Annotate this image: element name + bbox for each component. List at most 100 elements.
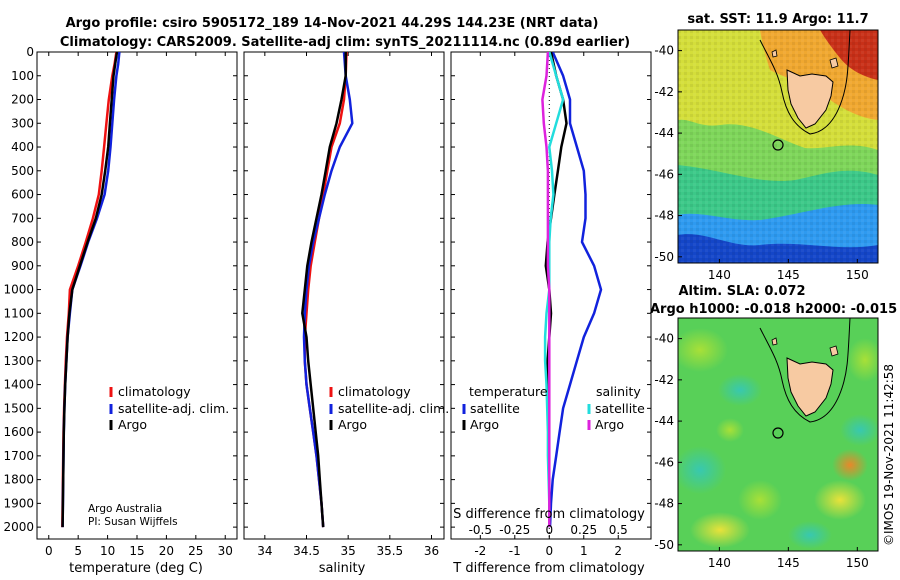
series-line-climatology <box>303 52 348 528</box>
sst-map: sat. SST: 11.9 Argo: 11.7 140 145 150 -40 -4… <box>654 12 879 282</box>
x-tick-label: 34 <box>257 544 272 558</box>
s-diff-tick-label: 0 <box>545 523 553 537</box>
sla-blob <box>678 328 728 372</box>
x-tick-label: 0 <box>545 544 553 558</box>
sst-map-frame <box>677 29 879 264</box>
x-tick-label: 5 <box>74 544 82 558</box>
contour-1000m <box>759 30 851 135</box>
legend-t-argo-label: Argo <box>470 417 499 432</box>
sla-blob <box>847 338 878 382</box>
map-lat-tick-label: -48 <box>654 497 674 511</box>
depth-tick-label: 1600 <box>3 425 34 439</box>
map-lon-tick-label: 145 <box>777 268 800 282</box>
s-difference-label: S difference from climatology <box>453 507 645 522</box>
map-lat-tick-label: -40 <box>654 332 674 346</box>
sla-blob <box>840 414 878 446</box>
sla-map-frame <box>677 317 879 552</box>
legend-argo-label: Argo <box>338 417 367 432</box>
legend-climatology-label: climatology <box>338 384 411 399</box>
temperature-axes-box <box>36 51 238 540</box>
s-diff-tick-label: 0.5 <box>609 523 628 537</box>
depth-tick-label: 1800 <box>3 473 34 487</box>
series-line-argo <box>301 52 347 528</box>
map-lat-tick-label: -44 <box>654 126 674 140</box>
x-tick-label: 30 <box>218 544 233 558</box>
difference-panel: -2 -1 0 1 2 temperature satellite Argo salin… <box>450 51 652 576</box>
depth-tick-label: 2000 <box>3 520 34 534</box>
map-lat-tick-label: -50 <box>654 250 674 264</box>
series-line-salinity-satellite <box>543 52 565 528</box>
depth-tick-label: 900 <box>11 259 34 273</box>
sla-map-title-line2: Argo h1000: -0.018 h2000: -0.015 <box>650 302 897 317</box>
x-tick-label: 10 <box>100 544 115 558</box>
map-lon-tick-label: 140 <box>708 556 731 570</box>
legend-salinity-title: salinity <box>596 384 641 399</box>
depth-tick-label: 1700 <box>3 449 34 463</box>
depth-tick-label: 500 <box>11 164 34 178</box>
series-line-climatology <box>61 52 118 528</box>
depth-tick-label: 1000 <box>3 283 34 297</box>
argo-position-marker <box>772 427 784 439</box>
x-tick-label: 25 <box>188 544 203 558</box>
map-lat-tick-label: -40 <box>654 44 674 58</box>
depth-tick-label: 600 <box>11 188 34 202</box>
legend-climatology-label: climatology <box>118 384 191 399</box>
legend-t-satellite-label: satellite <box>470 401 520 416</box>
tasmania-land <box>786 69 834 129</box>
tasmania-land <box>786 357 834 417</box>
x-tick-label: 34.5 <box>293 544 320 558</box>
salinity-panel: 34 34.5 35 35.5 36 climatology satellite-adj… <box>243 51 449 576</box>
sst-map-title: sat. SST: 11.9 Argo: 11.7 <box>687 12 868 27</box>
argo-position-marker <box>772 139 784 151</box>
map-lon-tick-label: 140 <box>708 268 731 282</box>
map-lat-tick-label: -46 <box>654 167 674 181</box>
king-island <box>771 49 778 58</box>
temperature-legend: climatology satellite-adj. clim. Argo <box>109 384 229 432</box>
legend-satellite-label: satellite-adj. clim. <box>118 401 229 416</box>
depth-tick-label: 100 <box>11 69 34 83</box>
sla-blob <box>788 521 832 549</box>
legend-satellite-label: satellite-adj. clim. <box>338 401 449 416</box>
depth-tick-label: 700 <box>11 211 34 225</box>
x-tick-label: 36 <box>424 544 439 558</box>
sla-blob <box>716 418 744 442</box>
salinity-axes-box <box>243 51 445 540</box>
credit-line1: Argo Australia <box>88 503 162 515</box>
x-tick-label: 20 <box>159 544 174 558</box>
x-tick-label: 15 <box>129 544 144 558</box>
x-tick-label: -2 <box>474 544 486 558</box>
difference-legend: temperature satellite Argo salinity sate… <box>462 384 645 432</box>
temperature-xlabel: temperature (deg C) <box>69 561 203 576</box>
salinity-legend: climatology satellite-adj. clim. Argo <box>329 384 449 432</box>
map-lat-tick-label: -46 <box>654 455 674 469</box>
sla-blob <box>738 480 782 520</box>
depth-tick-label: 1100 <box>3 306 34 320</box>
flinders-island <box>829 57 839 69</box>
t-difference-xlabel: T difference from climatology <box>452 561 645 576</box>
legend-temperature-title: temperature <box>469 384 548 399</box>
map-lat-tick-label: -42 <box>654 85 674 99</box>
sla-map: Altim. SLA: 0.072 Argo h1000: -0.018 h20… <box>650 284 897 570</box>
difference-axes-box <box>450 51 652 540</box>
x-tick-label: -1 <box>509 544 521 558</box>
sla-blob <box>678 446 726 494</box>
depth-tick-label: 1400 <box>3 378 34 392</box>
depth-tick-label: 1200 <box>3 330 34 344</box>
depth-tick-label: 300 <box>11 116 34 130</box>
sla-map-title-line1: Altim. SLA: 0.072 <box>679 284 806 299</box>
depth-tick-label: 800 <box>11 235 34 249</box>
legend-argo-label: Argo <box>118 417 147 432</box>
map-lon-tick-label: 150 <box>846 556 869 570</box>
s-diff-tick-label: 0.25 <box>570 523 597 537</box>
legend-s-satellite-label: satellite <box>595 401 645 416</box>
x-tick-label: 0 <box>45 544 53 558</box>
s-diff-tick-label: -0.25 <box>499 523 530 537</box>
s-diff-tick-label: -0.5 <box>469 523 492 537</box>
x-tick-label: 1 <box>580 544 588 558</box>
map-lat-tick-label: -48 <box>654 209 674 223</box>
sst-field-texture <box>678 30 878 263</box>
figure-title-line2: Climatology: CARS2009. Satellite-adj cli… <box>60 35 630 50</box>
x-tick-label: 35.5 <box>376 544 403 558</box>
series-line-salinity-argo <box>541 52 551 528</box>
